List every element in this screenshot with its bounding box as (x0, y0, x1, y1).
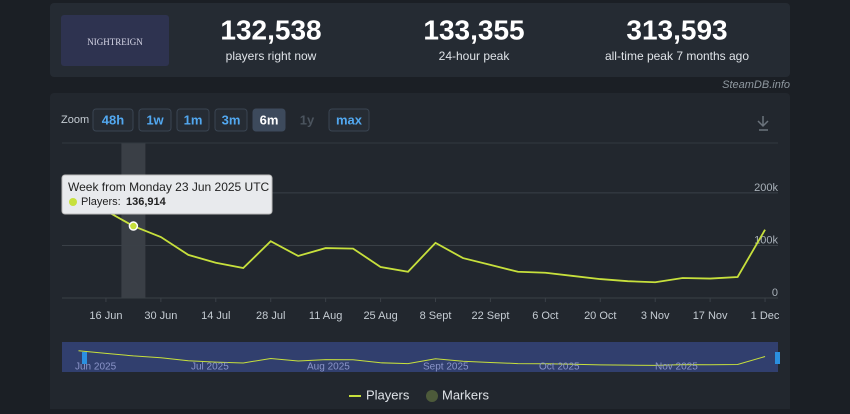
zoom-button[interactable] (138, 108, 172, 132)
zoom-button[interactable] (92, 108, 134, 132)
navigator-handle[interactable] (82, 352, 87, 364)
stat-value: 313,593 (626, 14, 727, 45)
x-tick-label: 17 Nov (693, 310, 728, 322)
zoom-button-label: 1y (300, 112, 315, 127)
tooltip-title: Week from Monday 23 Jun 2025 UTC (68, 180, 270, 194)
image-text: NIGHTREIGN (87, 37, 143, 47)
x-tick-label: 22 Sept (471, 310, 509, 322)
game-image (61, 15, 169, 66)
hover-point (128, 221, 139, 231)
x-tick-label: 3 Nov (641, 310, 670, 322)
x-tick-label: 11 Aug (309, 310, 342, 322)
tooltip-label: Players: (81, 196, 121, 208)
x-tick-label: 30 Jun (144, 310, 177, 322)
zoom-button-label[interactable]: 3m (222, 112, 241, 127)
navigator (62, 342, 778, 372)
x-tick-label: 6 Oct (532, 310, 558, 322)
navigator-label: Jul 2025 (191, 362, 229, 373)
legend-label[interactable]: Markers (442, 387, 489, 402)
navigator-label: Oct 2025 (539, 362, 580, 373)
x-tick-label: 1 Dec (751, 310, 780, 322)
download-icon[interactable] (757, 116, 769, 131)
zoom-button-label[interactable]: 1m (184, 112, 203, 127)
tooltip-box (61, 174, 273, 215)
tooltip-value: 136,914 (126, 196, 167, 208)
y-tick-label: 0 (772, 287, 778, 299)
zoom-button-label[interactable]: 48h (102, 112, 124, 127)
x-tick-label: 16 Jun (89, 310, 122, 322)
zoom-button[interactable] (176, 108, 210, 132)
navigator-label: Aug 2025 (307, 362, 350, 373)
y-tick-label: 100k (754, 234, 778, 246)
zoom-buttons: 48h 1w 1m 3m 6m 1y max (92, 108, 370, 132)
zoom-label: Zoom (61, 114, 89, 126)
x-tick-label: 25 Aug (363, 310, 397, 322)
zoom-button[interactable] (252, 108, 286, 132)
navigator-label: Sept 2025 (423, 362, 469, 373)
x-tick-label: 28 Jul (256, 310, 285, 322)
stats-panel (50, 3, 790, 77)
series-line (78, 194, 766, 284)
stat-label: players right now (226, 49, 317, 63)
zoom-button-label[interactable]: 1w (146, 112, 164, 127)
navigator-label: Jun 2025 (75, 362, 117, 373)
stat-label: 24-hour peak (439, 49, 511, 63)
legend-marker (426, 390, 438, 402)
stat-label: all-time peak 7 months ago (605, 49, 749, 63)
tooltip: Week from Monday 23 Jun 2025 UTC Players:… (61, 174, 273, 215)
zoom-button[interactable] (214, 108, 248, 132)
chart-panel (50, 93, 790, 413)
hover-band (121, 143, 146, 298)
navigator-line (78, 350, 766, 366)
stat-value: 132,538 (220, 14, 321, 45)
plot: 0 100k 200k 16 Jun 30 Jun 14 Jul 28 Jul 11 Aug 2… (61, 142, 780, 402)
zoom-button[interactable] (328, 108, 370, 132)
y-tick-label: 200k (754, 182, 778, 194)
navigator-label: Nov 2025 (655, 362, 698, 373)
source: SteamDB.info (722, 79, 790, 91)
x-tick-label: 8 Sept (420, 310, 452, 322)
zoom-button-label[interactable]: max (336, 112, 363, 127)
x-tick-label: 14 Jul (201, 310, 230, 322)
legend-label[interactable]: Players (366, 387, 410, 402)
zoom-button-label[interactable]: 6m (260, 112, 279, 127)
stat-value: 133,355 (423, 14, 524, 45)
x-tick-label: 20 Oct (584, 310, 616, 322)
tooltip-dot (69, 198, 77, 206)
navigator-handle[interactable] (775, 352, 780, 364)
